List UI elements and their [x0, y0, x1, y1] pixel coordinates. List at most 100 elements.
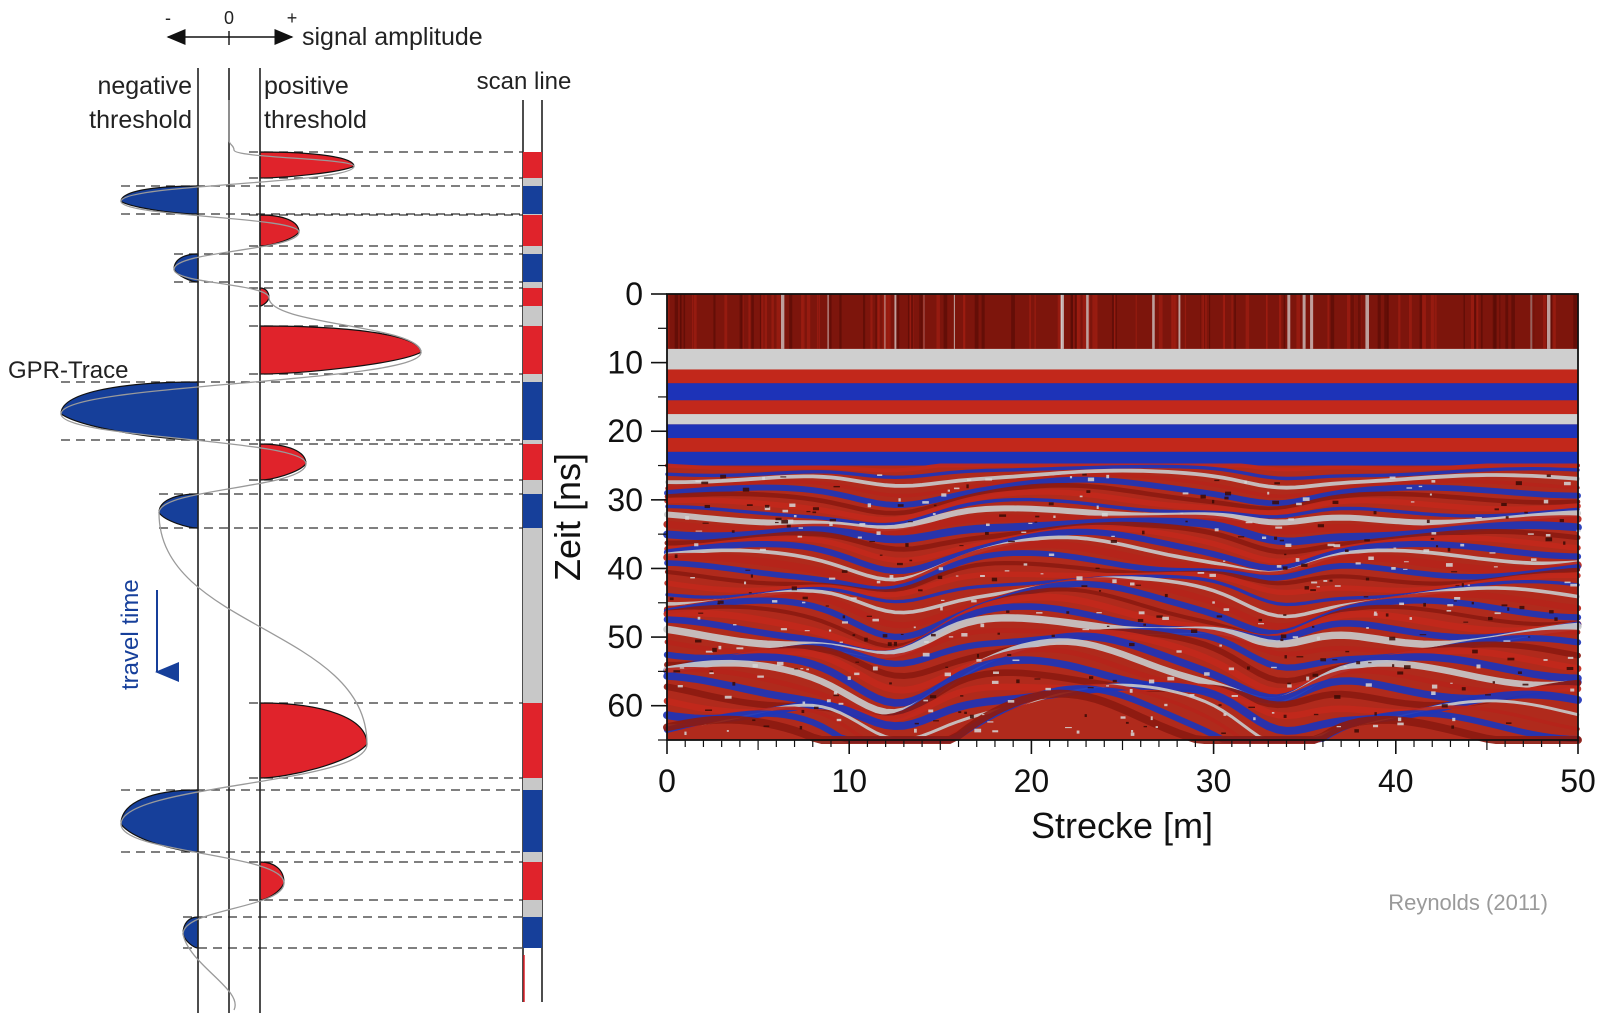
- reflector-wave: [663, 528, 1582, 575]
- stripe: [918, 294, 922, 349]
- noise-speckle: [982, 714, 985, 716]
- x-axis-ticks: 0 10 20 30 40 50: [658, 740, 1596, 799]
- noise-speckle: [1258, 623, 1265, 625]
- noise-speckle: [1503, 640, 1511, 642]
- x-tick-label: 10: [831, 763, 867, 799]
- scan-negative-cell: [523, 382, 542, 440]
- noise-speckle: [1524, 511, 1528, 514]
- scan-neutral-cell: [523, 374, 542, 382]
- stripe: [806, 294, 811, 349]
- noise-speckle: [1501, 502, 1507, 506]
- stripe: [739, 294, 744, 349]
- noise-speckle: [947, 489, 950, 492]
- scan-negative-cell: [523, 254, 542, 282]
- reflector-wave: [663, 593, 1582, 656]
- stripe: [1279, 294, 1282, 349]
- noise-speckle: [736, 647, 744, 650]
- scan-neutral-cell: [523, 778, 542, 790]
- noise-speckle: [1288, 518, 1294, 521]
- amplitude-label: signal amplitude: [302, 23, 483, 51]
- reflector-wave: [664, 646, 1581, 721]
- stripe: [1365, 294, 1369, 349]
- noise-speckle: [1522, 683, 1529, 686]
- noise-speckle: [1271, 712, 1275, 714]
- noise-speckle: [1316, 636, 1321, 640]
- noise-speckle: [928, 709, 934, 713]
- stripe: [1034, 294, 1036, 349]
- noise-speckle: [1190, 629, 1198, 633]
- reflector-wave: [665, 587, 1580, 649]
- noise-speckle: [752, 719, 756, 722]
- noise-speckle: [752, 664, 758, 668]
- amplitude-axis: - 0 + signal amplitude: [165, 8, 483, 51]
- noise-speckle: [1545, 533, 1551, 537]
- stripe: [776, 294, 781, 349]
- stripe: [724, 294, 728, 349]
- y-tick-label: 30: [607, 482, 643, 518]
- noise-speckle: [1374, 611, 1377, 614]
- noise-speckle: [1507, 657, 1515, 661]
- noise-speckle: [1505, 516, 1509, 519]
- noise-speckle: [992, 730, 999, 733]
- stripe: [1387, 294, 1389, 349]
- noise-speckle: [938, 567, 944, 571]
- noise-speckle: [1129, 642, 1135, 647]
- noise-speckle: [855, 661, 860, 663]
- noise-speckle: [974, 728, 982, 733]
- noise-speckle: [940, 606, 943, 611]
- noise-speckle: [806, 510, 811, 513]
- noise-speckle: [1021, 531, 1027, 534]
- noise-speckle: [797, 535, 803, 538]
- noise-speckle: [922, 501, 929, 504]
- stripe: [1470, 294, 1475, 349]
- noise-speckle: [907, 521, 913, 523]
- noise-speckle: [705, 709, 713, 711]
- noise-speckle: [1296, 502, 1302, 506]
- trace-lobes: [60, 151, 422, 949]
- noise-speckle: [879, 554, 883, 556]
- reflector-wave: [664, 476, 1581, 508]
- stripe: [674, 294, 678, 349]
- reflector-wave: [663, 540, 1582, 590]
- noise-speckle: [775, 517, 782, 521]
- noise-speckle: [1135, 584, 1142, 586]
- scan-negative-cell: [523, 790, 542, 852]
- noise-speckle: [997, 632, 1000, 635]
- noise-speckle: [1143, 725, 1148, 728]
- noise-speckle: [1150, 716, 1153, 721]
- noise-speckle: [1106, 474, 1110, 479]
- noise-speckle: [1519, 605, 1525, 610]
- noise-speckle: [1393, 547, 1397, 549]
- noise-speckle: [1441, 704, 1448, 708]
- noise-speckle: [1111, 535, 1115, 538]
- noise-speckle: [787, 519, 794, 524]
- noise-speckle: [1219, 644, 1222, 647]
- noise-speckle: [812, 507, 820, 511]
- noise-speckle: [1404, 665, 1411, 670]
- noise-speckle: [959, 545, 964, 547]
- noise-speckle: [944, 672, 951, 677]
- noise-speckle: [1185, 520, 1188, 523]
- noise-speckle: [776, 661, 784, 666]
- noise-speckle: [1197, 571, 1205, 574]
- x-tick-label: 50: [1560, 763, 1596, 799]
- scan-neutral-cell: [523, 246, 542, 254]
- stripe: [1553, 294, 1556, 349]
- noise-speckle: [976, 659, 982, 662]
- stripe: [963, 294, 965, 349]
- reflector-wave: [663, 632, 1582, 707]
- stripe: [1076, 294, 1081, 349]
- noise-speckle: [742, 487, 750, 492]
- reflector-wave: [663, 577, 1582, 630]
- noise-speckle: [718, 645, 722, 650]
- noise-speckle: [772, 600, 778, 603]
- x-tick-label: 0: [658, 763, 676, 799]
- noise-speckle: [1454, 596, 1461, 600]
- noise-speckle: [1368, 556, 1374, 561]
- noise-speckle: [1368, 662, 1372, 664]
- stripe: [1070, 294, 1074, 349]
- reflector-wave: [665, 497, 1580, 527]
- noise-speckle: [1008, 540, 1015, 543]
- stripe: [1310, 294, 1314, 349]
- stripe: [751, 294, 754, 349]
